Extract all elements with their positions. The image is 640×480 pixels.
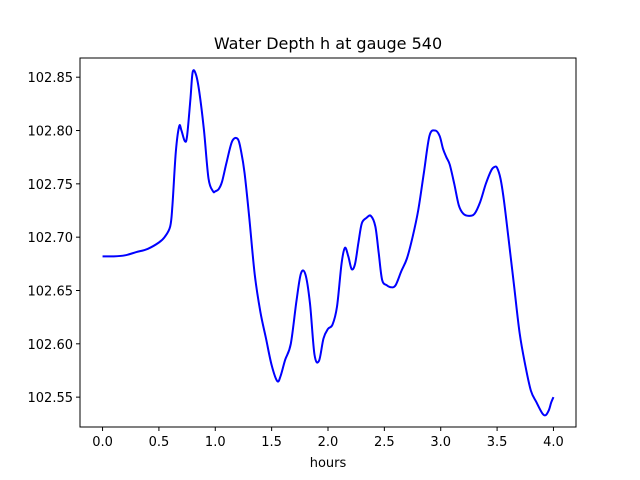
x-tick-label: 3.0 (430, 435, 451, 450)
x-tick-label: 2.5 (374, 435, 395, 450)
plot-frame (79, 57, 577, 428)
x-tick-label: 0.0 (92, 435, 113, 450)
y-tick-label: 102.60 (28, 338, 74, 353)
y-tick-label: 102.65 (28, 284, 74, 299)
y-tick-label: 102.85 (28, 71, 74, 86)
y-tick-label: 102.55 (28, 391, 74, 406)
x-tick-label: 1.5 (261, 435, 282, 450)
y-tick-label: 102.80 (28, 125, 74, 140)
plot-area: 0.0 0.5 1.0 1.5 2.0 2.5 3.0 3.5 4.0 102.55 102.60 1… (28, 69, 564, 450)
series-line-water-depth (102, 69, 555, 417)
x-tick-label: 3.5 (487, 435, 508, 450)
x-tick-label: 0.5 (149, 435, 170, 450)
x-tick-label: 1.0 (205, 435, 226, 450)
x-tick-label: 4.0 (543, 435, 564, 450)
y-tick-label: 102.70 (28, 231, 74, 246)
chart-title: Water Depth h at gauge 540 (214, 34, 442, 53)
y-tick-label: 102.75 (28, 178, 74, 193)
x-tick-label: 2.0 (318, 435, 339, 450)
x-axis-label: hours (310, 456, 347, 471)
